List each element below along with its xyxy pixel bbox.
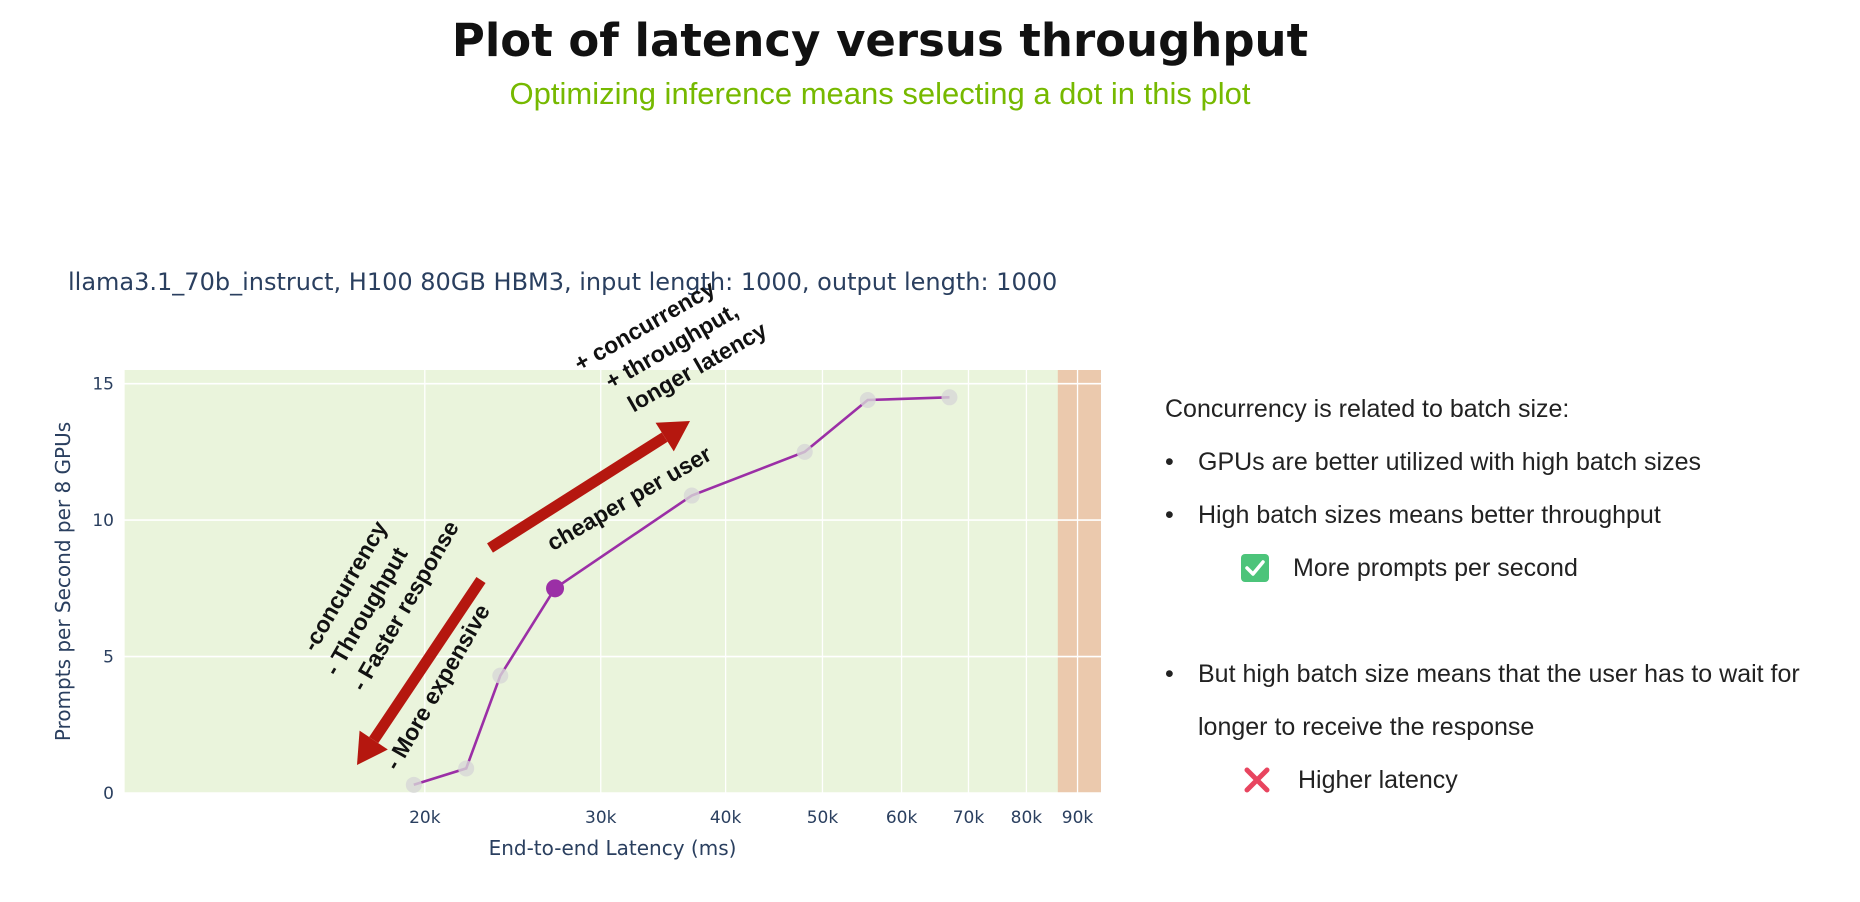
up-arrow-head [655,421,690,452]
bullet-symbol: • [1165,501,1174,529]
plot-area: 20k 30k 40k 50k 60k 70k 80k 90k 0 5 10 15 End-to-end… [51,370,1101,860]
bullet-text: GPUs are better utilized with high batch… [1198,448,1702,476]
bullet-text: High batch sizes means better throughput [1198,501,1661,529]
data-point [458,760,475,777]
shaded-region [1057,370,1101,793]
page-title: Plot of latency versus throughput [451,14,1309,67]
cross-icon [1242,765,1272,802]
x-tick-label: 30k [585,808,617,828]
con-text: Higher latency [1298,766,1458,794]
highlighted-data-point [546,579,565,598]
y-axis-label: Prompts per Second per 8 GPUs [51,422,75,741]
notes-intro: Concurrency is related to batch size: [1165,395,1570,423]
y-tick-label: 0 [103,784,114,804]
y-tick-label: 10 [92,511,114,531]
bullet-text: But high batch size means that the user … [1198,660,1800,688]
x-tick-label: 70k [953,808,985,828]
down-arrow-head [357,730,388,765]
data-point [405,776,422,793]
series-line [413,396,950,787]
data-point [941,389,958,406]
plot-background [124,370,1101,793]
data-point [859,392,876,409]
x-axis-label: End-to-end Latency (ms) [489,836,737,860]
x-tick-label: 80k [1011,808,1043,828]
y-tick-label: 15 [92,375,114,395]
data-point [492,667,509,684]
checkmark-icon [1241,554,1269,582]
x-tick-label: 40k [710,808,742,828]
data-point [683,487,700,504]
data-point [796,443,813,460]
x-tick-label: 50k [807,808,839,828]
bullet-symbol: • [1165,448,1174,476]
bullet-text-continued: longer to receive the response [1198,713,1535,741]
down-arrow-shaft [369,576,486,744]
chart: 20k 30k 40k 50k 60k 70k 80k 90k 0 5 10 15 End-to-end… [51,275,1101,860]
bullet-symbol: • [1165,660,1174,688]
page-subtitle: Optimizing inference means selecting a d… [509,76,1251,111]
chart-title: llama3.1_70b_instruct, H100 80GB HBM3, i… [68,268,1058,296]
x-tick-label: 90k [1062,808,1094,828]
x-tick-label: 20k [409,808,441,828]
x-tick-label: 60k [886,808,918,828]
y-tick-label: 5 [103,648,114,668]
pro-text: More prompts per second [1293,554,1578,582]
up-arrow-shaft [487,432,668,553]
